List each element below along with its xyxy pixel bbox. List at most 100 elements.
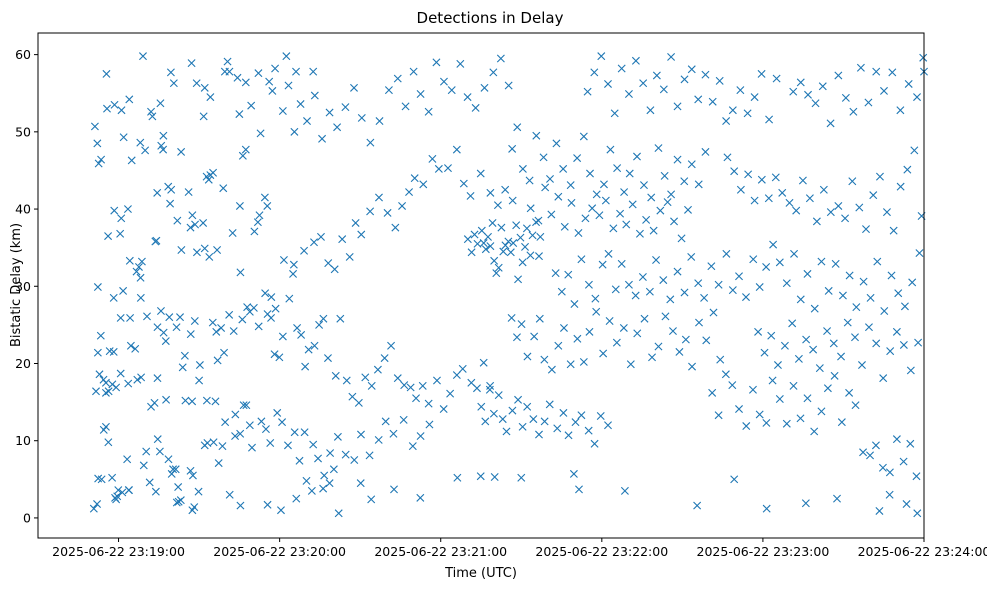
data-point <box>356 430 365 439</box>
data-point <box>336 314 345 323</box>
data-point <box>722 249 731 258</box>
data-point <box>192 79 201 88</box>
x-tick-label: 2025-06-22 23:19:00 <box>52 544 185 559</box>
data-point <box>501 241 510 250</box>
data-point <box>728 381 737 390</box>
data-point <box>701 70 710 79</box>
data-point <box>127 156 136 165</box>
data-point <box>199 218 208 227</box>
data-point <box>103 104 111 113</box>
data-point <box>133 375 142 384</box>
data-point <box>366 207 375 216</box>
data-point <box>624 280 633 289</box>
data-point <box>871 441 880 450</box>
data-point <box>749 255 758 264</box>
data-point <box>661 312 670 321</box>
data-point <box>301 362 310 371</box>
data-point <box>275 353 284 362</box>
data-point <box>851 401 860 410</box>
data-point <box>242 401 251 410</box>
data-point <box>167 185 176 194</box>
data-point <box>709 308 718 317</box>
data-point <box>856 63 865 72</box>
data-point <box>681 335 690 344</box>
data-point <box>99 375 108 384</box>
data-point <box>119 133 128 142</box>
data-point <box>896 106 905 115</box>
data-point <box>885 468 894 477</box>
data-point <box>409 67 418 76</box>
data-point <box>708 388 717 397</box>
data-point <box>845 388 854 397</box>
data-point <box>263 500 272 509</box>
data-point <box>903 165 912 174</box>
data-point <box>604 79 612 88</box>
data-point <box>238 151 247 160</box>
data-point <box>186 466 195 475</box>
data-point <box>888 68 897 77</box>
data-point <box>225 310 234 319</box>
data-point <box>110 100 119 109</box>
data-point <box>186 223 195 232</box>
data-point <box>694 180 703 189</box>
data-point <box>599 349 608 358</box>
data-point <box>202 396 211 405</box>
data-point <box>92 387 100 396</box>
data-point <box>518 258 527 267</box>
data-point <box>716 355 725 364</box>
data-point <box>219 184 228 193</box>
data-point <box>604 249 613 258</box>
data-point <box>325 479 334 488</box>
data-point <box>523 352 532 361</box>
data-point <box>837 418 846 427</box>
data-point <box>566 360 575 369</box>
data-point <box>744 170 753 179</box>
data-point <box>307 486 316 495</box>
data-point <box>290 127 299 136</box>
data-point <box>416 90 425 98</box>
data-point <box>831 259 840 268</box>
data-point <box>762 418 771 427</box>
data-point <box>535 252 543 261</box>
data-point <box>610 109 619 118</box>
data-point <box>702 336 711 345</box>
data-point <box>176 313 185 322</box>
data-point <box>334 509 343 518</box>
data-point <box>721 370 730 379</box>
data-point <box>656 206 665 215</box>
data-point <box>585 327 594 336</box>
data-point <box>504 237 513 246</box>
data-point <box>809 345 818 354</box>
data-point <box>94 159 103 168</box>
data-point <box>497 223 506 232</box>
data-point <box>545 400 554 409</box>
data-point <box>599 180 608 189</box>
data-point <box>547 210 556 219</box>
data-point <box>204 175 213 184</box>
data-point <box>762 504 771 513</box>
data-point <box>684 205 692 214</box>
data-point <box>89 504 98 513</box>
data-point <box>393 74 402 83</box>
y-tick-label: 30 <box>15 279 31 294</box>
data-point <box>666 295 675 304</box>
data-point <box>142 447 151 456</box>
data-point <box>164 455 173 464</box>
data-point <box>494 263 503 272</box>
data-point <box>255 211 264 220</box>
data-point <box>910 146 919 155</box>
data-point <box>405 188 414 197</box>
data-point <box>899 340 908 349</box>
data-point <box>866 293 875 302</box>
data-point <box>875 506 884 515</box>
data-point <box>680 177 689 186</box>
data-point <box>384 86 393 95</box>
plot-frame <box>37 32 925 539</box>
data-point <box>265 77 274 86</box>
data-point <box>559 323 568 332</box>
data-point <box>609 224 618 233</box>
data-point <box>590 439 599 448</box>
data-point <box>532 131 541 140</box>
data-point <box>521 242 530 251</box>
